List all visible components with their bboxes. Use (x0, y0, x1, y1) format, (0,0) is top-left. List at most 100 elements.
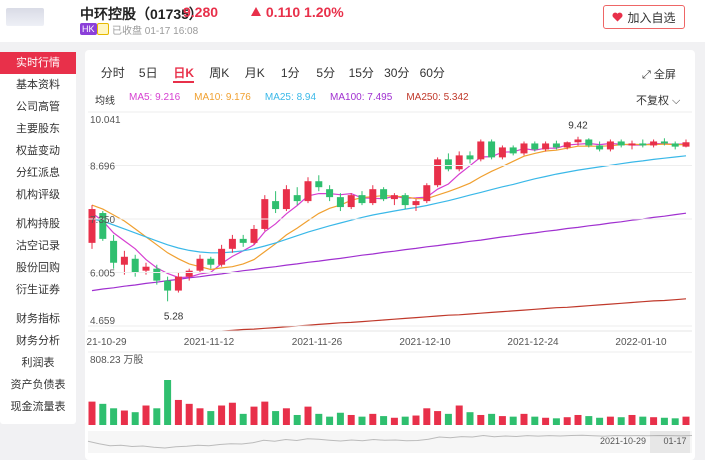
min-label: 5.28 (164, 311, 184, 322)
navigator-line (87, 434, 693, 449)
volume-bar (153, 408, 161, 425)
candle-body (239, 238, 247, 243)
volume-bar (617, 417, 625, 425)
volume-bar (390, 417, 398, 425)
volume-bar (110, 408, 118, 425)
candle-body (585, 139, 593, 146)
candle-body (293, 195, 301, 202)
add-watchlist-button[interactable]: 加入自选 (603, 5, 685, 29)
tab[interactable]: 周K (202, 64, 238, 84)
adjust-label: 不复权 (636, 95, 669, 107)
volume-bar (671, 418, 679, 425)
candle-body (477, 141, 485, 160)
volume-bar (628, 414, 636, 425)
menu-item[interactable]: 分红派息 (16, 167, 60, 179)
x-tick-label: 2021-11-12 (184, 337, 235, 348)
tab[interactable]: 月K (237, 64, 273, 84)
change-pct: 1.20% (304, 4, 344, 20)
x-tick-label: 2021-11-26 (292, 337, 343, 348)
tab[interactable]: 日K (166, 64, 202, 84)
navigator-window[interactable] (650, 431, 690, 453)
menu-group: 实时行情基本资料公司高管主要股东权益变动分红派息机构评级 (0, 52, 76, 206)
volume-bar (347, 414, 355, 425)
candle-body (563, 142, 571, 148)
volume-bar (250, 406, 258, 425)
menu-item[interactable]: 权益变动 (16, 145, 60, 157)
menu-item[interactable]: 利润表 (21, 357, 55, 369)
code: （01735） (136, 6, 203, 22)
y-tick-label: 6.005 (90, 268, 115, 279)
tab-label: 60分 (419, 66, 445, 80)
tab[interactable]: 分时 (95, 64, 131, 84)
candle-body (628, 143, 636, 146)
ma-legend-item: MA5: 9.216 (129, 92, 180, 107)
volume-bar (380, 416, 388, 425)
tab-label: 5日 (138, 66, 158, 80)
menu-item[interactable]: 实时行情 (0, 52, 76, 74)
y-tick-label: 10.041 (90, 115, 121, 126)
tab[interactable]: 5日 (131, 64, 167, 84)
volume-bar (282, 408, 290, 425)
volume-bar (682, 416, 690, 425)
menu-item[interactable]: 公司高管 (16, 101, 60, 113)
adjust-select[interactable]: 不复权 ⌵ (636, 95, 681, 107)
volume-bar (488, 413, 496, 425)
tab-label: 周K (209, 66, 230, 80)
tab[interactable]: 15分 (344, 64, 380, 84)
volume-bar (509, 416, 517, 425)
menu-item[interactable]: 财务指标 (16, 313, 60, 325)
volume-unit: 万股 (123, 354, 143, 366)
ma-line (91, 155, 687, 254)
stock-name: 中环控股（01735） (80, 4, 203, 24)
x-axis-labels: 2021-10-29 2021-11-12 2021-11-26 2021-12-10… (86, 337, 667, 348)
candle-body (196, 258, 204, 271)
menu-item[interactable]: 基本资料 (16, 79, 60, 91)
volume-bar (369, 413, 377, 425)
volume-bar (412, 415, 420, 425)
candle-body (455, 155, 463, 170)
volume-bar (498, 416, 506, 425)
candle-body (639, 143, 647, 146)
ma-name: MA5: (129, 92, 153, 103)
candle-body (596, 145, 604, 150)
tab[interactable]: 30分 (379, 64, 415, 84)
menu-item[interactable]: 主要股东 (16, 123, 60, 135)
button-label: 加入自选 (627, 10, 676, 25)
tab[interactable]: 1分 (273, 64, 309, 84)
x-tick-label: 2022-01-10 (615, 337, 667, 348)
menu-item[interactable]: 现金流量表 (10, 401, 66, 413)
heart-icon (612, 12, 623, 22)
volume-bar (88, 401, 96, 425)
candle-body (671, 143, 679, 147)
menu-item[interactable]: 机构持股 (16, 218, 60, 230)
volume-bar (315, 413, 323, 425)
menu-item[interactable]: 资产负债表 (10, 379, 66, 391)
volume-bar (99, 403, 107, 425)
tab[interactable]: 60分 (415, 64, 451, 84)
tab-label: 分时 (100, 66, 125, 80)
candle-body (650, 141, 658, 146)
menu-item[interactable]: 沽空记录 (16, 240, 60, 252)
ma-value: 9.216 (155, 92, 181, 103)
volume-bar (563, 417, 571, 425)
candle-body (99, 213, 107, 239)
volume-bar (218, 405, 226, 425)
volume-bar (520, 413, 528, 425)
menu-item[interactable]: 股份回购 (16, 262, 60, 274)
ma-name: MA100: (330, 92, 365, 103)
logo (6, 8, 44, 26)
candle-body (542, 143, 550, 150)
volume-bar (185, 403, 193, 425)
y-tick-label: 7.350 (90, 215, 115, 226)
candle-body (336, 197, 344, 208)
volume-bar (444, 413, 452, 425)
volume-max: 808.23 (90, 355, 121, 366)
candle-body (347, 195, 355, 208)
candle-body (466, 155, 474, 160)
menu-item[interactable]: 衍生证券 (16, 284, 60, 296)
tab[interactable]: 5分 (308, 64, 344, 84)
menu-item[interactable]: 财务分析 (16, 335, 60, 347)
fullscreen[interactable]: ⤢ 全屏 (642, 69, 676, 81)
volume-bar (650, 417, 658, 425)
menu-item[interactable]: 机构评级 (16, 189, 60, 201)
